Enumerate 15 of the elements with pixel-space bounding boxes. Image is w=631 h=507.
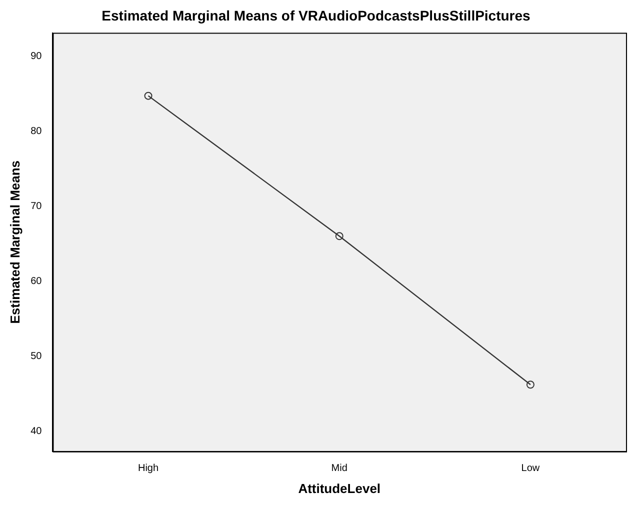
x-tick-label: Mid xyxy=(331,463,348,474)
y-tick-label: 70 xyxy=(30,200,42,212)
y-tick-label: 40 xyxy=(30,426,42,437)
point xyxy=(335,232,344,240)
x-tick-label: Low xyxy=(521,463,540,474)
x-axis-title: AttitudeLevel xyxy=(298,480,381,496)
x-tick-label: High xyxy=(138,463,159,474)
point xyxy=(144,92,152,100)
point xyxy=(526,380,534,389)
y-tick-label: 80 xyxy=(30,126,42,137)
chart-title: Estimated Marginal Means of VRAudioPodcastsPlusStillPictures xyxy=(102,7,531,24)
y-axis-title: Estimated Marginal Means xyxy=(7,160,22,324)
y-tick-label: 50 xyxy=(30,350,42,362)
y-tick-label: 60 xyxy=(30,276,42,287)
y-tick-label: 90 xyxy=(30,50,42,62)
